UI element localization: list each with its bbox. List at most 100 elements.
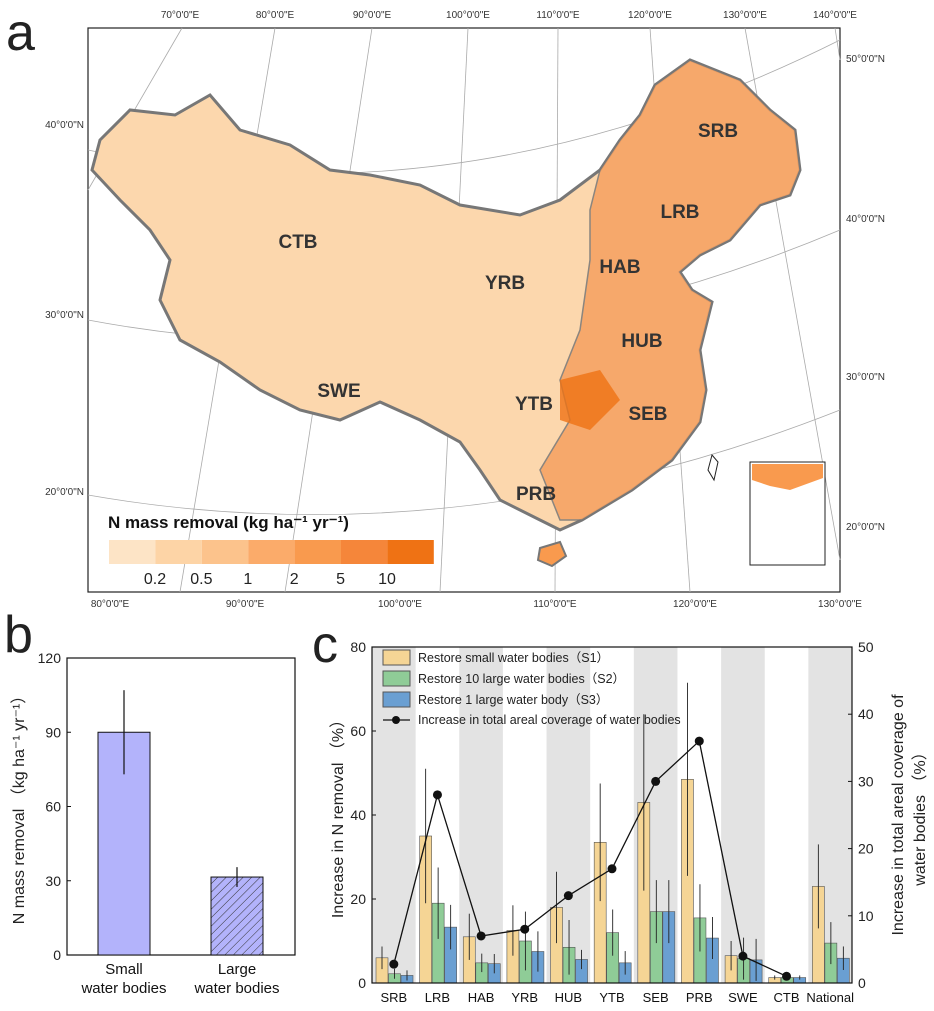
panel-letter-a: a xyxy=(6,4,35,62)
x-tick-label: PRB xyxy=(686,990,713,1005)
inset-coast xyxy=(752,464,823,490)
y-tick-label: 80 xyxy=(350,639,366,655)
legend-tick: 0.2 xyxy=(144,571,166,588)
region-label-hab: HAB xyxy=(599,257,640,278)
lon-label-top: 90°0'0"E xyxy=(353,10,392,21)
y-tick-label: 60 xyxy=(45,799,61,815)
y-tick-label: 0 xyxy=(53,947,61,963)
areal-coverage-point xyxy=(694,736,704,746)
y-right-tick-label: 30 xyxy=(858,773,874,789)
region-label-seb: SEB xyxy=(628,404,667,425)
lat-label-right: 40°0'0"N xyxy=(846,214,885,225)
areal-coverage-point xyxy=(607,864,617,874)
x-tick-label: YTB xyxy=(599,990,624,1005)
x-tick-label: CTB xyxy=(774,990,800,1005)
y-right-tick-label: 20 xyxy=(858,841,874,857)
region-label-hub: HUB xyxy=(621,331,662,352)
lon-label-bottom: 90°0'0"E xyxy=(226,599,265,610)
legend-tick: 1 xyxy=(243,571,252,588)
legend-swatch xyxy=(201,540,249,564)
x-tick-label: Small xyxy=(105,961,143,978)
legend-swatch xyxy=(294,540,341,564)
lon-label-bottom: 110°0'0"E xyxy=(533,599,577,610)
south-china-sea-inset xyxy=(749,461,826,566)
x-tick-label: SWE xyxy=(728,990,758,1005)
x-tick-label: SEB xyxy=(643,990,669,1005)
background-band xyxy=(459,647,503,983)
legend-swatch-s2 xyxy=(382,670,411,687)
lat-label-right: 50°0'0"N xyxy=(846,54,885,65)
areal-coverage-line xyxy=(393,739,787,977)
legend-swatch xyxy=(341,540,388,564)
y-tick-label: 60 xyxy=(350,723,366,739)
legend-tick: 5 xyxy=(336,571,345,588)
legend-swatch xyxy=(155,540,202,564)
y-tick-label: 0 xyxy=(358,975,366,991)
legend-tick: 2 xyxy=(290,571,299,588)
y-tick-label: 120 xyxy=(38,650,62,666)
x-tick-label: SRB xyxy=(380,990,407,1005)
x-tick-label: Large xyxy=(218,961,256,978)
x-tick-label: HAB xyxy=(468,990,495,1005)
panel-letter-b: b xyxy=(4,606,33,664)
x-tick-label: LRB xyxy=(425,990,450,1005)
lon-label-bottom: 130°0'0"E xyxy=(818,599,862,610)
y-right-tick-label: 40 xyxy=(858,706,874,722)
y-right-tick-label: 0 xyxy=(858,975,866,991)
legend-swatch xyxy=(387,540,434,564)
x-tick-label: YRB xyxy=(511,990,538,1005)
areal-coverage-point xyxy=(563,891,573,901)
lat-label-left: 40°0'0"N xyxy=(45,120,84,131)
areal-coverage-point xyxy=(476,931,486,941)
legend-swatch xyxy=(248,540,295,564)
areal-coverage-point xyxy=(782,971,792,981)
lon-label-bottom: 120°0'0"E xyxy=(673,599,717,610)
y-right-axis-label: water bodies （%） xyxy=(911,744,929,886)
ytb-hotspot xyxy=(560,370,620,430)
y-tick-label: 90 xyxy=(45,724,61,740)
taiwan-island xyxy=(707,453,719,482)
y-tick-label: 20 xyxy=(350,891,366,907)
lon-label-bottom: 100°0'0"E xyxy=(378,599,422,610)
areal-coverage-point xyxy=(738,951,748,961)
areal-coverage-point xyxy=(520,924,530,934)
lat-label-left: 20°0'0"N xyxy=(45,487,84,498)
legend-swatch xyxy=(109,540,156,564)
region-label-ctb: CTB xyxy=(278,232,317,253)
lon-label-top: 130°0'0"E xyxy=(723,10,767,21)
y-right-axis-label: Increase in total areal coverage of xyxy=(890,694,907,936)
lon-label-top: 100°0'0"E xyxy=(446,10,490,21)
legend-label-s1: Restore small water bodies（S1） xyxy=(418,651,609,665)
map-panel: 70°0'0"E 80°0'0"E 90°0'0"E 100°0'0"E 110°0'0… xyxy=(45,10,885,610)
region-label-ytb: YTB xyxy=(515,394,553,415)
lon-label-top: 70°0'0"E xyxy=(161,10,200,21)
areal-coverage-point xyxy=(432,790,442,800)
lat-label-right: 20°0'0"N xyxy=(846,522,885,533)
y-axis-label: Increase in N removal （%） xyxy=(329,712,347,918)
x-tick-label: water bodies xyxy=(193,980,279,997)
panel-letter-c: c xyxy=(312,616,338,674)
hainan-island xyxy=(536,540,568,568)
background-band xyxy=(721,647,765,983)
y-right-tick-label: 50 xyxy=(858,639,874,655)
y-axis-label: N mass removal （kg ha⁻¹ yr⁻¹） xyxy=(10,688,28,925)
legend-tick: 0.5 xyxy=(190,571,212,588)
legend-label-s2: Restore 10 large water bodies（S2） xyxy=(418,672,625,686)
region-label-srb: SRB xyxy=(698,121,738,142)
y-tick-label: 30 xyxy=(45,873,61,889)
x-tick-label: National xyxy=(806,990,854,1005)
region-label-lrb: LRB xyxy=(660,202,699,223)
lat-label-right: 30°0'0"N xyxy=(846,372,885,383)
areal-coverage-point xyxy=(651,776,661,786)
legend-title: N mass removal (kg ha⁻¹ yr⁻¹) xyxy=(108,513,349,532)
legend-label-line: Increase in total areal coverage of wate… xyxy=(418,713,681,727)
legend-swatch-s1 xyxy=(382,649,411,666)
y-tick-label: 40 xyxy=(350,807,366,823)
region-label-prb: PRB xyxy=(516,484,556,505)
x-tick-label: HUB xyxy=(555,990,582,1005)
panel-c-chart: 0 20 40 60 80 0 10 20 30 40 50 SRB LRB HAB YRB HUB YTB SE… xyxy=(329,639,929,1005)
areal-coverage-point xyxy=(389,959,399,969)
lon-label-top: 140°0'0"E xyxy=(813,10,857,21)
